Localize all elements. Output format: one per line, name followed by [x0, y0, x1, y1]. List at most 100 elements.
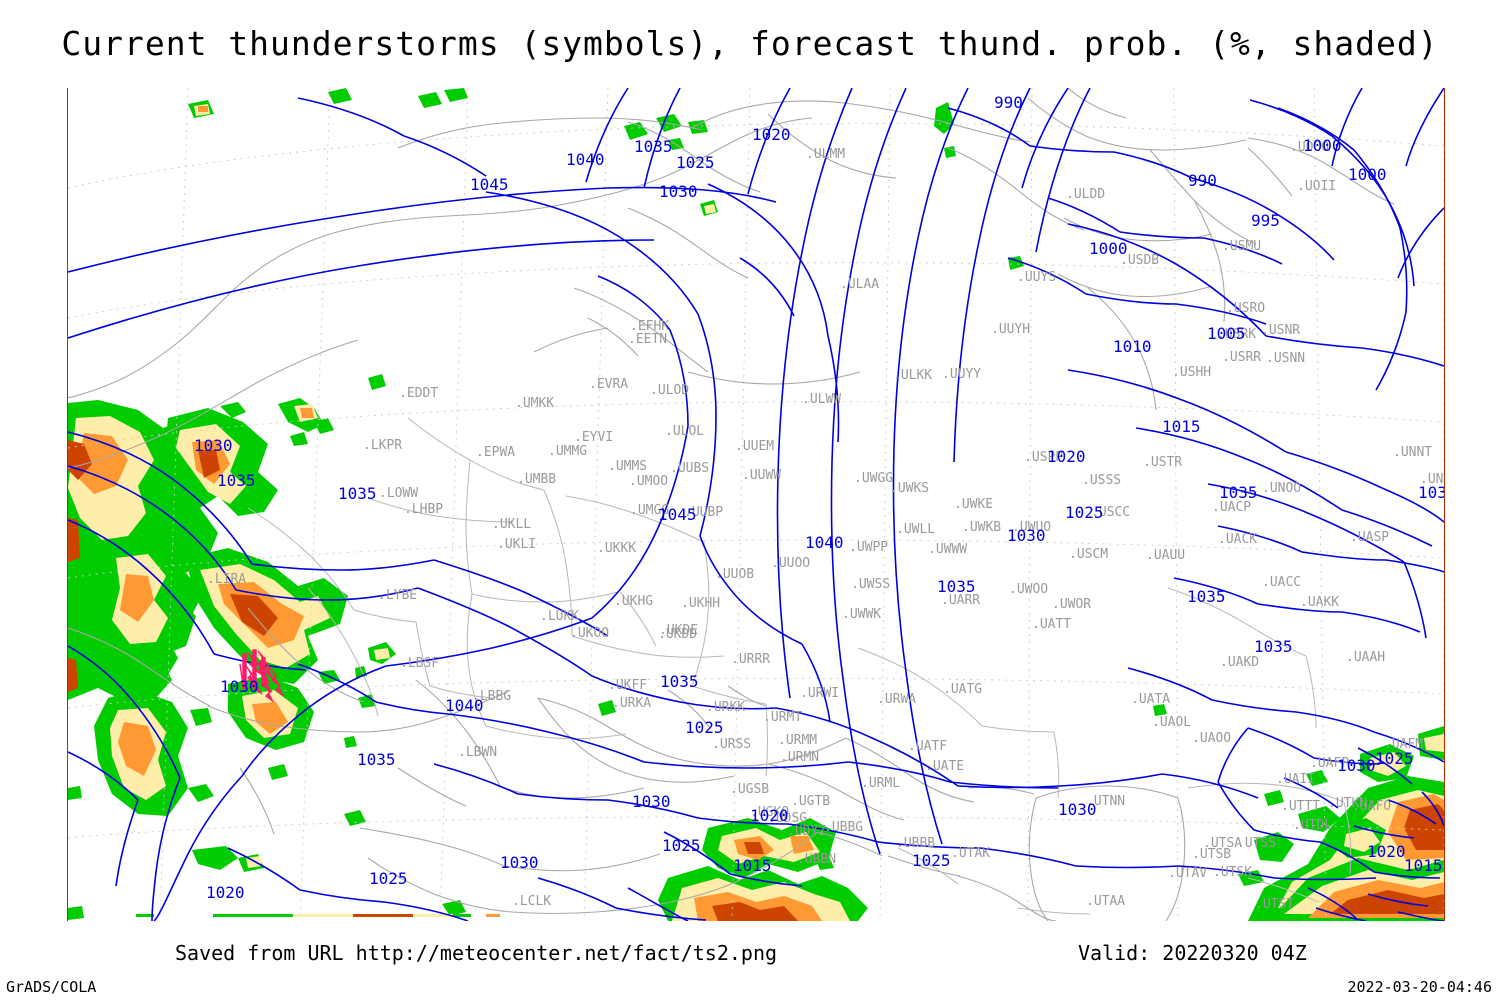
- station-id: .UMOO: [629, 474, 668, 489]
- station-id: .UATF: [908, 739, 947, 754]
- station-id: .UUBS: [670, 461, 709, 476]
- isobar-label: 1030: [659, 182, 698, 201]
- station-id: .UAKK: [1300, 595, 1339, 610]
- station-id: .UKOO: [570, 626, 609, 641]
- station-id: .ULAA: [840, 277, 879, 292]
- isobar-label: 1040: [445, 696, 484, 715]
- isobar-label: 1030: [632, 792, 671, 811]
- station-id: .UWOR: [1052, 597, 1091, 612]
- station-id: .UUYY: [942, 367, 981, 382]
- station-id: .UWKS: [890, 481, 929, 496]
- station-id: .UAKD: [1220, 655, 1259, 670]
- station-id: .UUOB: [715, 567, 754, 582]
- station-id: .LBBG: [472, 689, 511, 704]
- station-id: .UDYZ: [787, 824, 826, 839]
- station-id: .UUBP: [684, 505, 723, 520]
- station-id: .UATG: [943, 682, 982, 697]
- isobar-label: 1035: [634, 137, 673, 156]
- station-id: .LKPR: [363, 438, 402, 453]
- station-id: .LBWN: [458, 745, 497, 760]
- isobar-label-layer: 9909909951000100010001005101010151020102…: [194, 93, 1444, 902]
- station-id: .UKKK: [597, 541, 636, 556]
- station-id: .UWSS: [851, 577, 890, 592]
- station-id: .USPP: [1024, 450, 1063, 465]
- station-id: .UKFF: [608, 678, 647, 693]
- station-id: .UTAV: [1168, 866, 1207, 881]
- station-id: .UATA: [1131, 692, 1170, 707]
- station-id: .UTST: [1255, 897, 1294, 912]
- station-id: .UKDD: [658, 627, 697, 642]
- station-id: .UWKE: [954, 497, 993, 512]
- isobar-label: 1025: [912, 851, 951, 870]
- station-id: .URKK: [706, 700, 745, 715]
- isobar-label: 1030: [500, 853, 539, 872]
- station-id: .UWLL: [896, 522, 935, 537]
- credit-text: GrADS/COLA: [6, 978, 97, 996]
- isobar-label: 1030: [1337, 756, 1376, 775]
- station-id: .LIRA: [207, 572, 246, 587]
- station-id: .UOOO: [1290, 140, 1329, 155]
- page-title: Current thunderstorms (symbols), forecas…: [61, 24, 1439, 63]
- station-id: .URSS: [712, 737, 751, 752]
- isobar-contours: [68, 88, 1444, 921]
- station-id: .USTR: [1143, 455, 1182, 470]
- station-id: .UNBB: [1420, 472, 1444, 487]
- station-id: .UUYS: [1017, 270, 1056, 285]
- station-id: .USHH: [1172, 365, 1211, 380]
- isobar-label: 1000: [1348, 165, 1387, 184]
- isobar-label: 1035: [937, 577, 976, 596]
- station-id: .UTTT: [1281, 799, 1320, 814]
- isobar-label: 1020: [750, 806, 789, 825]
- station-id: .URML: [861, 776, 900, 791]
- isobar-label: 1035: [660, 672, 699, 691]
- station-id: .UTSA: [1203, 836, 1242, 851]
- geography-layer: [68, 88, 1395, 921]
- station-id: .UBBB: [896, 836, 935, 851]
- station-id: .UMGG: [630, 503, 669, 518]
- isobar-label: 1040: [566, 150, 605, 169]
- valid-time-text: Valid: 20220320 04Z: [1078, 941, 1307, 965]
- station-id: .UAFP: [1310, 756, 1349, 771]
- station-id: .USDB: [1120, 253, 1159, 268]
- station-id: .URMN: [780, 750, 819, 765]
- station-id: .UKLI: [497, 537, 536, 552]
- station-id: .UOII: [1297, 179, 1336, 194]
- source-url-text: Saved from URL http://meteocenter.net/fa…: [175, 941, 778, 965]
- station-id: .EYVI: [574, 430, 613, 445]
- isobar-label: 1030: [1058, 800, 1097, 819]
- station-id: .USRO: [1226, 301, 1265, 316]
- station-id: .UAAH: [1346, 650, 1385, 665]
- station-id: .EVRA: [589, 377, 628, 392]
- isobar-label: 1025: [676, 153, 715, 172]
- isobar-label: 1030: [1007, 526, 1046, 545]
- station-id: .UACP: [1212, 500, 1251, 515]
- isobar-label: 1025: [1065, 503, 1104, 522]
- station-id: .URKA: [612, 696, 651, 711]
- isobar-label: 1025: [662, 836, 701, 855]
- station-id: .ULOL: [665, 424, 704, 439]
- map-canvas[interactable]: .EFHK .EETN .EVRA .EYVI .EPWA .EDDT .ULMM .ULAA…: [68, 88, 1444, 921]
- station-id: .UAOL: [1152, 715, 1191, 730]
- station-id: .UWGG: [854, 471, 893, 486]
- isobar-label: 1010: [1113, 337, 1152, 356]
- station-id: .UKLL: [492, 517, 531, 532]
- isobar-label: 1020: [206, 883, 245, 902]
- station-id: .LOWW: [379, 486, 418, 501]
- station-id-layer: .EFHK.EETN .EVRA .EYVI .EPWA .EDDT .ULMM .ULAA…: [207, 140, 1444, 912]
- station-id: .EPWA: [476, 445, 515, 460]
- station-id: .UTAK: [951, 846, 990, 861]
- station-id: .UARR: [941, 593, 980, 608]
- station-id: .USRR: [1222, 350, 1261, 365]
- station-id: .UBBG: [824, 820, 863, 835]
- map-svg: .EFHK.EETN .EVRA .EYVI .EPWA .EDDT .ULMM .ULAA…: [68, 88, 1444, 921]
- station-id: .URRR: [731, 652, 770, 667]
- station-id: .UTSB: [1192, 847, 1231, 862]
- station-id: .UAFO: [1352, 799, 1391, 814]
- isobar-label: 1045: [470, 175, 509, 194]
- station-id: .URMT: [763, 710, 802, 725]
- station-id: .UTSS: [1237, 836, 1276, 851]
- station-id: .USMU: [1222, 239, 1261, 254]
- station-id: .UACK: [1218, 532, 1257, 547]
- station-id: .ULKK: [893, 368, 932, 383]
